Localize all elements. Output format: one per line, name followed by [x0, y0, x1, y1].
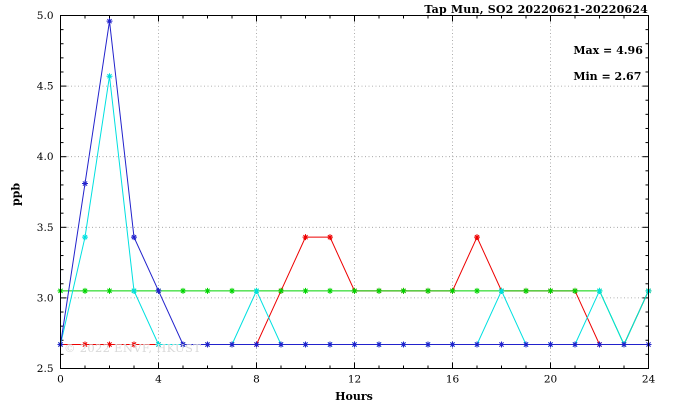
max-value-label: Max = 4.96 [573, 44, 643, 57]
axis-ticks [60, 15, 649, 369]
x-tick-label: 16 [446, 374, 460, 386]
y-tick-label: 3.0 [37, 292, 54, 304]
x-axis-title: Hours [335, 390, 373, 403]
plot-frame [60, 15, 649, 369]
x-tick-label: 0 [57, 374, 64, 386]
series-day-20220622-line [60, 290, 649, 346]
x-tick-label: 4 [155, 374, 162, 386]
maxmin-annotation: Max = 4.96 Min = 2.67 [558, 31, 643, 96]
watermark: © 2022 ENVF, HKUST [64, 341, 202, 355]
x-tick-label: 12 [348, 374, 361, 386]
min-value-label: Min = 2.67 [573, 70, 642, 83]
y-tick-label: 2.5 [37, 363, 54, 375]
chart-title: Tap Mun, SO2 20220621-20220624 [424, 3, 648, 16]
y-tick-label: 4.0 [37, 151, 54, 163]
x-tick-label: 8 [253, 374, 260, 386]
grid-lines [60, 15, 649, 369]
series-day-20220623-line [60, 76, 649, 346]
y-tick-label: 3.5 [37, 222, 54, 234]
x-tick-label: 24 [642, 374, 656, 386]
tick-labels: 0 4 8 12 16 20 24 2.5 3.0 3.5 4.0 4.5 5.0 [37, 10, 656, 386]
y-tick-label: 4.5 [37, 81, 54, 93]
y-axis-title: ppb [9, 182, 23, 207]
y-tick-label: 5.0 [37, 10, 54, 22]
x-tick-label: 20 [544, 374, 557, 386]
